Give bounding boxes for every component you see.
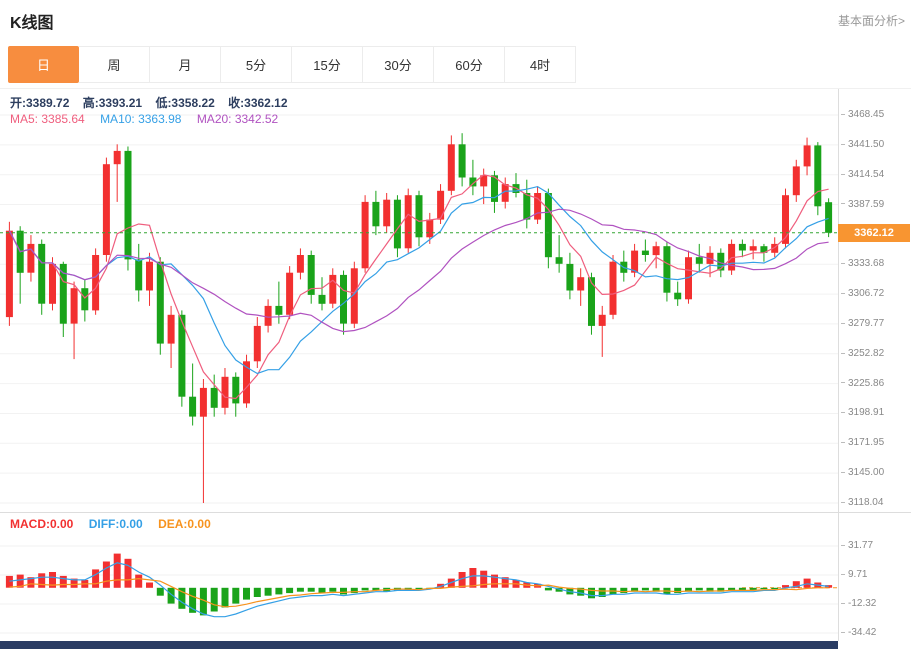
close-value: 收:3362.12: [228, 96, 288, 110]
ma20-value: MA20: 3342.52: [196, 112, 279, 126]
price-axis-label: 3198.91: [841, 407, 884, 418]
ma-info: MA5: 3385.64 MA10: 3363.98 MA20: 3342.52: [10, 112, 290, 126]
tab-60min[interactable]: 60分: [434, 46, 505, 83]
price-axis-label: 3118.04: [841, 497, 883, 508]
price-axis-label: 3387.59: [841, 199, 884, 210]
tab-4hour[interactable]: 4时: [505, 46, 576, 83]
open-value: 开:3389.72: [10, 96, 70, 110]
price-axis-label: 3441.50: [841, 139, 884, 150]
tab-30min[interactable]: 30分: [363, 46, 434, 83]
dea-value: DEA:0.00: [158, 517, 211, 531]
diff-value: DIFF:0.00: [88, 517, 143, 531]
macd-axis-label: 31.77: [841, 540, 873, 551]
period-tab-bar: 日 周 月 5分 15分 30分 60分 4时: [8, 46, 576, 83]
price-axis-label: 3225.86: [841, 378, 884, 389]
page-title: K线图: [10, 15, 54, 32]
ma10-value: MA10: 3363.98: [100, 112, 182, 126]
price-axis-label: 3306.72: [841, 288, 884, 299]
price-chart-area: 开:3389.72 高:3393.21 低:3358.22 收:3362.12 …: [0, 88, 911, 512]
tab-15min[interactable]: 15分: [292, 46, 363, 83]
price-axis-label: 3468.45: [841, 109, 884, 120]
diff-line: [9, 562, 829, 618]
tab-5min[interactable]: 5分: [221, 46, 292, 83]
current-price-badge: 3362.12: [838, 223, 910, 242]
macd-axis-label: 9.71: [841, 569, 867, 580]
price-axis-label: 3333.68: [841, 258, 884, 269]
tab-week[interactable]: 周: [79, 46, 150, 83]
price-axis-label: 3145.00: [841, 467, 884, 478]
macd-axis: 31.77 9.71 -12.32 -34.42: [838, 513, 911, 641]
high-value: 高:3393.21: [82, 96, 143, 110]
bottom-scrollbar[interactable]: [0, 641, 838, 649]
price-axis-label: 3252.82: [841, 348, 884, 359]
tab-month[interactable]: 月: [150, 46, 221, 83]
price-axis: 3468.45 3441.50 3414.54 3387.59 3333.68 3306.…: [838, 89, 911, 512]
macd-panel: MACD:0.00 DIFF:0.00 DEA:0.00 31.77 9.71 -1…: [0, 512, 911, 641]
macd-value: MACD:0.00: [10, 517, 74, 531]
macd-axis-label: -34.42: [841, 627, 876, 638]
ma5-line: [8, 174, 829, 400]
macd-axis-label: -12.32: [841, 598, 876, 609]
ma20-line: [8, 208, 829, 333]
tab-day[interactable]: 日: [8, 46, 79, 83]
candles-layer: [5, 133, 833, 503]
ma5-value: MA5: 3385.64: [10, 112, 85, 126]
price-axis-label: 3279.77: [841, 318, 884, 329]
price-gridlines: [0, 114, 838, 504]
ohlc-info: 开:3389.72 高:3393.21 低:3358.22 收:3362.12: [10, 94, 298, 111]
price-axis-label: 3171.95: [841, 437, 884, 448]
price-axis-label: 3414.54: [841, 169, 884, 180]
macd-chart[interactable]: [0, 513, 838, 642]
macd-bars-layer: [5, 553, 833, 616]
macd-info: MACD:0.00 DIFF:0.00 DEA:0.00: [10, 517, 223, 531]
fundamental-analysis-link[interactable]: 基本面分析>: [837, 14, 905, 28]
dea-line: [9, 577, 829, 608]
candlestick-chart[interactable]: [0, 89, 838, 513]
low-value: 低:3358.22: [155, 96, 215, 110]
